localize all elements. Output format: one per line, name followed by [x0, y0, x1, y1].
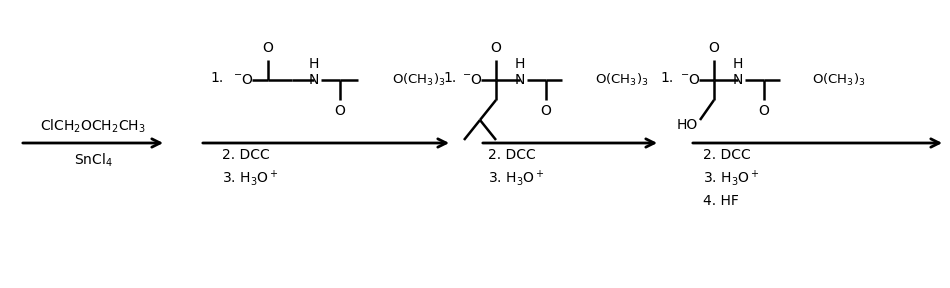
Text: 1.: 1.: [660, 71, 674, 85]
Text: HO: HO: [676, 118, 697, 132]
Text: N: N: [515, 73, 525, 87]
Text: SnCl$_4$: SnCl$_4$: [73, 151, 112, 169]
Text: 2. DCC: 2. DCC: [488, 148, 536, 162]
Text: 2. DCC: 2. DCC: [703, 148, 750, 162]
Text: H: H: [309, 57, 319, 71]
Text: O(CH$_3$)$_3$: O(CH$_3$)$_3$: [595, 72, 649, 88]
Text: O: O: [541, 104, 551, 118]
Text: $^{-}$O: $^{-}$O: [233, 73, 254, 87]
Text: N: N: [732, 73, 743, 87]
Text: O: O: [334, 104, 346, 118]
Text: ClCH$_2$OCH$_2$CH$_3$: ClCH$_2$OCH$_2$CH$_3$: [40, 117, 146, 135]
Text: O: O: [709, 41, 719, 55]
Text: N: N: [309, 73, 319, 87]
Text: O: O: [490, 41, 502, 55]
Text: 3. H$_3$O$^+$: 3. H$_3$O$^+$: [703, 168, 760, 188]
Text: O(CH$_3$)$_3$: O(CH$_3$)$_3$: [812, 72, 865, 88]
Text: O: O: [758, 104, 770, 118]
Text: 2. DCC: 2. DCC: [222, 148, 270, 162]
Text: O: O: [262, 41, 274, 55]
Text: O(CH$_3$)$_3$: O(CH$_3$)$_3$: [392, 72, 446, 88]
Text: 4. HF: 4. HF: [703, 194, 739, 208]
Text: $^{-}$O: $^{-}$O: [462, 73, 483, 87]
Text: H: H: [515, 57, 525, 71]
Text: H: H: [732, 57, 743, 71]
Text: 3. H$_3$O$^+$: 3. H$_3$O$^+$: [488, 168, 544, 188]
Text: 3. H$_3$O$^+$: 3. H$_3$O$^+$: [222, 168, 278, 188]
Text: $^{-}$O: $^{-}$O: [679, 73, 700, 87]
Text: 1.: 1.: [443, 71, 456, 85]
Text: 1.: 1.: [210, 71, 223, 85]
